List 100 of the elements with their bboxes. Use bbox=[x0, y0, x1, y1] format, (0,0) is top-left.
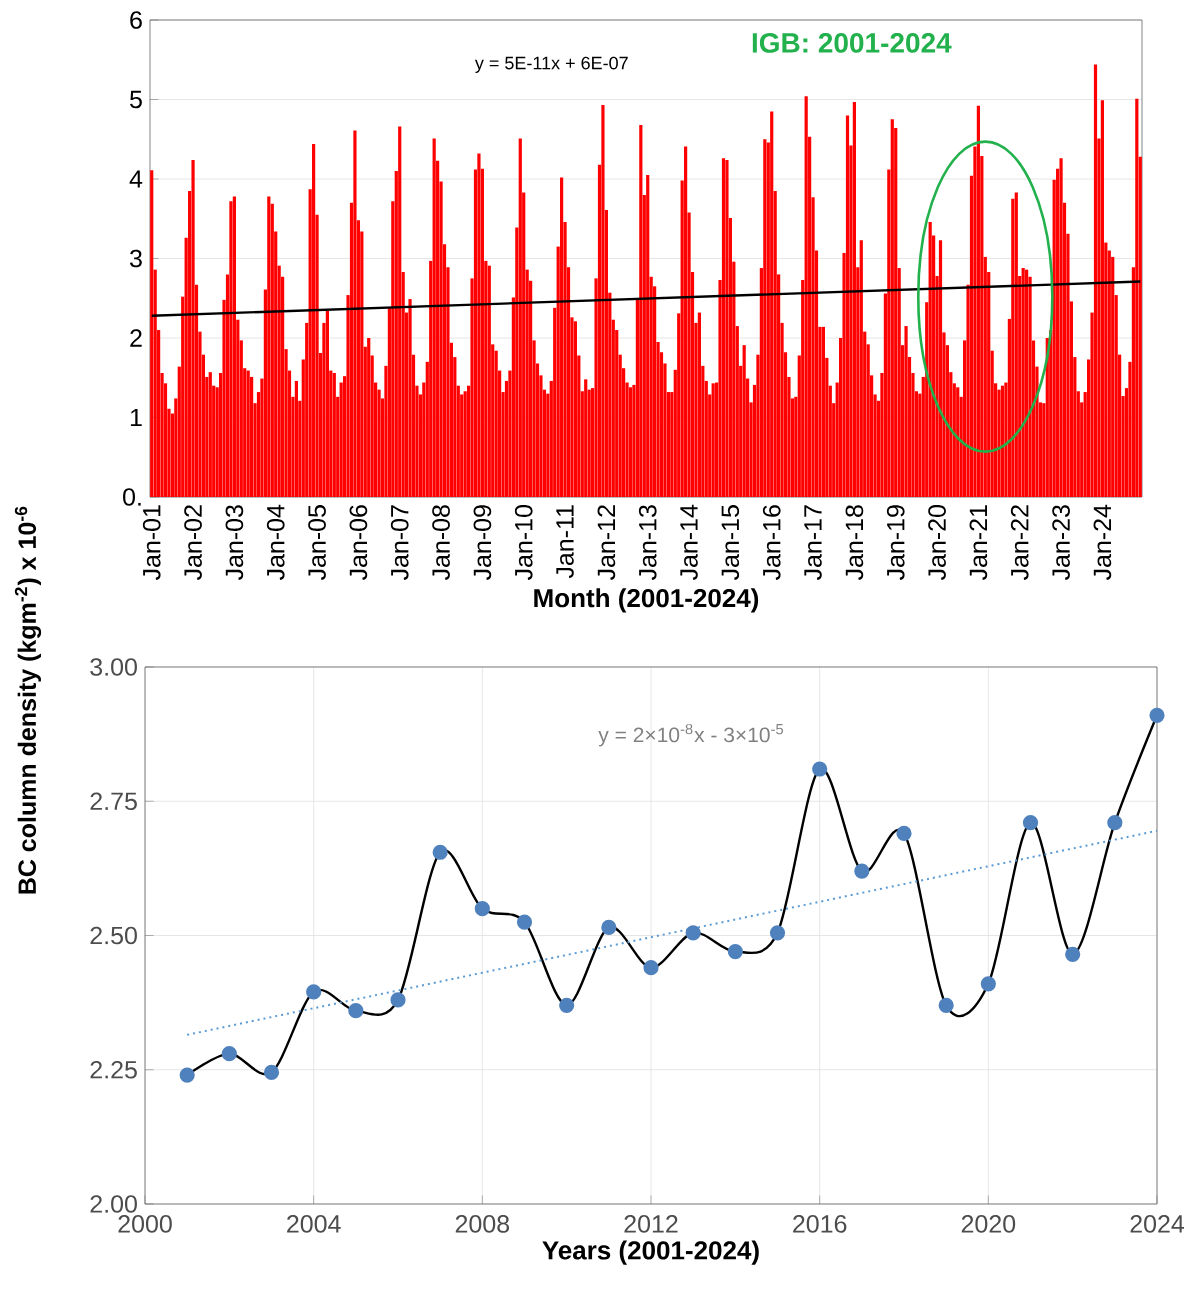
x-tick-label: 2004 bbox=[287, 1215, 341, 1233]
y-tick-label: 0. bbox=[123, 488, 141, 506]
x-tick-label: Jan-03 bbox=[225, 505, 244, 581]
y-tick-label: 3 bbox=[129, 249, 142, 268]
bar bbox=[852, 101, 856, 497]
point bbox=[643, 960, 659, 976]
bar bbox=[1014, 192, 1018, 497]
bar bbox=[560, 177, 564, 497]
y-tick-label: 6 bbox=[130, 11, 142, 29]
bar bbox=[1025, 269, 1029, 497]
x-tick-label: Jan-08 bbox=[432, 505, 450, 581]
bar bbox=[684, 146, 688, 497]
y-tick-label: 4 bbox=[129, 170, 143, 188]
bar bbox=[518, 138, 522, 497]
point bbox=[474, 901, 490, 917]
bar bbox=[639, 124, 643, 497]
x-tick-label: 2008 bbox=[455, 1215, 510, 1233]
y-tick-label: 2.50 bbox=[90, 926, 137, 945]
x-axis-title: Years (2001-2024) bbox=[542, 1240, 759, 1265]
bar bbox=[1100, 100, 1104, 497]
x-tick-label: Jan-01 bbox=[142, 505, 161, 581]
x-tick-label: Jan-22 bbox=[1010, 505, 1029, 581]
bar bbox=[573, 321, 577, 497]
point bbox=[390, 992, 406, 1008]
bar bbox=[294, 380, 298, 497]
point bbox=[938, 997, 954, 1013]
bar bbox=[742, 345, 746, 497]
x-tick-label: Jan-24 bbox=[1093, 504, 1112, 581]
bar bbox=[859, 240, 863, 497]
x-tick-label: Jan-23 bbox=[1052, 505, 1070, 581]
x-tick-label: Jan-12 bbox=[597, 505, 616, 581]
bar bbox=[353, 130, 357, 497]
point bbox=[516, 914, 533, 930]
point bbox=[559, 997, 575, 1013]
bar bbox=[232, 196, 236, 497]
bar bbox=[487, 265, 491, 497]
point bbox=[432, 844, 448, 860]
bar bbox=[432, 138, 436, 497]
x-tick-label: Jan-06 bbox=[349, 505, 368, 581]
point bbox=[1149, 707, 1165, 723]
y-tick-label: 2.75 bbox=[90, 792, 137, 811]
bar bbox=[1093, 64, 1098, 497]
bar bbox=[332, 372, 336, 497]
bar bbox=[904, 326, 908, 497]
x-tick-label: Jan-05 bbox=[308, 505, 326, 581]
x-tick-label: 2000 bbox=[118, 1215, 172, 1233]
bar bbox=[721, 158, 726, 497]
bar bbox=[697, 312, 701, 497]
point bbox=[896, 825, 912, 842]
x-tick-label: Jan-17 bbox=[804, 505, 822, 581]
bar bbox=[408, 299, 412, 497]
x-tick-label: Jan-10 bbox=[514, 505, 533, 581]
bar bbox=[938, 240, 943, 497]
y-tick-label: 1 bbox=[130, 408, 142, 427]
bar bbox=[711, 383, 715, 497]
point bbox=[221, 1046, 237, 1062]
point bbox=[812, 761, 828, 777]
bar bbox=[1021, 268, 1025, 497]
bar bbox=[150, 170, 154, 497]
bar bbox=[725, 159, 729, 497]
bar bbox=[770, 111, 774, 497]
bar bbox=[646, 175, 650, 497]
x-tick-label: Jan-02 bbox=[184, 505, 202, 581]
x-tick-label: Jan-19 bbox=[886, 505, 905, 581]
bar bbox=[763, 139, 767, 497]
y-axis-title: BC column density (kgm$^{-2}$) x 10$^{-6}$ bbox=[14, 506, 42, 894]
bar bbox=[312, 144, 316, 497]
point bbox=[306, 984, 322, 1000]
bar bbox=[976, 105, 980, 497]
point bbox=[179, 1067, 195, 1083]
annotation: y = 2×10$^{-8}$x - 3×10$^{-5}$ bbox=[598, 723, 784, 747]
x-axis-title: Month (2001-2024) bbox=[534, 588, 759, 613]
x-tick-label: 2012 bbox=[624, 1215, 678, 1233]
point bbox=[601, 919, 617, 936]
bar bbox=[601, 105, 605, 497]
bar bbox=[325, 310, 329, 497]
bar bbox=[1135, 98, 1139, 497]
bar bbox=[821, 326, 825, 497]
y-tick-label: 5 bbox=[130, 90, 142, 109]
bar bbox=[628, 387, 633, 497]
bar bbox=[1000, 385, 1005, 497]
point bbox=[685, 925, 701, 941]
x-tick-label: Jan-14 bbox=[680, 504, 698, 581]
bar bbox=[267, 196, 271, 497]
y-tick-label: 2.25 bbox=[90, 1060, 137, 1079]
x-tick-label: Jan-21 bbox=[969, 505, 988, 581]
point bbox=[263, 1064, 280, 1081]
x-tick-label: Jan-20 bbox=[928, 505, 946, 581]
bar bbox=[1059, 158, 1063, 497]
point bbox=[980, 976, 996, 992]
point bbox=[854, 863, 870, 879]
x-tick-label: Jan-07 bbox=[390, 505, 409, 581]
bar bbox=[208, 372, 212, 497]
y-tick-label: 2.00 bbox=[90, 1195, 137, 1213]
point bbox=[1107, 815, 1123, 831]
x-tick-label: 2024 bbox=[1130, 1215, 1184, 1233]
bar bbox=[191, 159, 195, 497]
point bbox=[348, 1003, 364, 1019]
x-tick-label: Jan-04 bbox=[266, 504, 285, 581]
annotation: IGB: 2001-2024 bbox=[752, 32, 952, 53]
